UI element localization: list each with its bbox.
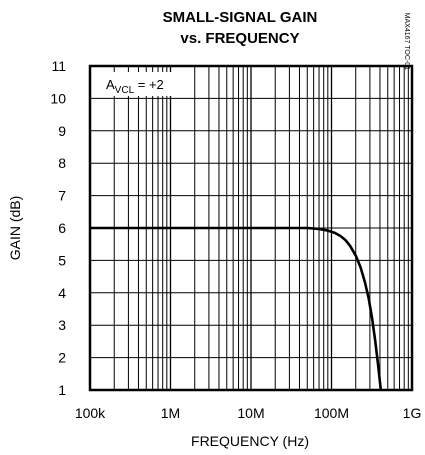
plot-series xyxy=(90,226,383,391)
y-tick-label: 8 xyxy=(58,155,66,171)
y-axis-label: GAIN (dB) xyxy=(7,196,23,261)
y-tick-label: 6 xyxy=(58,220,66,236)
y-tick-label: 5 xyxy=(58,252,66,268)
y-tick-label: 7 xyxy=(58,188,66,204)
y-tick-label: 1 xyxy=(58,382,66,398)
annotation-backdrop xyxy=(100,72,175,96)
x-tick-label: 100M xyxy=(314,405,349,421)
gain-annotation: AVCL = +2 xyxy=(106,77,164,96)
x-tick-label: 1G xyxy=(403,405,422,421)
gain-annotation-main: A xyxy=(106,77,115,92)
figure-code: MAX4167 TOC-01 xyxy=(403,13,410,70)
chart-subtitle: vs. FREQUENCY xyxy=(180,30,299,47)
y-tick-label: 2 xyxy=(58,350,66,366)
x-tick-label: 1M xyxy=(161,405,180,421)
y-tick-label: 3 xyxy=(58,317,66,333)
plot-frame xyxy=(88,64,414,392)
gain-annotation-sub: VCL xyxy=(115,85,135,96)
y-tick-label: 4 xyxy=(58,285,66,301)
y-tick-labels: 1 2 3 4 5 6 7 8 9 10 11 xyxy=(50,58,66,398)
x-tick-label: 100k xyxy=(75,405,106,421)
x-tick-labels: 100k 1M 10M 100M 1G xyxy=(75,405,422,421)
y-tick-label: 10 xyxy=(50,90,66,106)
y-tick-label: 11 xyxy=(51,58,66,74)
x-tick-label: 10M xyxy=(237,405,264,421)
gain-curve xyxy=(90,226,383,391)
x-axis-label: FREQUENCY (Hz) xyxy=(191,433,309,449)
y-tick-label: 9 xyxy=(58,123,66,139)
gain-annotation-rest: = +2 xyxy=(134,77,164,92)
chart-title: SMALL-SIGNAL GAIN xyxy=(163,9,318,26)
